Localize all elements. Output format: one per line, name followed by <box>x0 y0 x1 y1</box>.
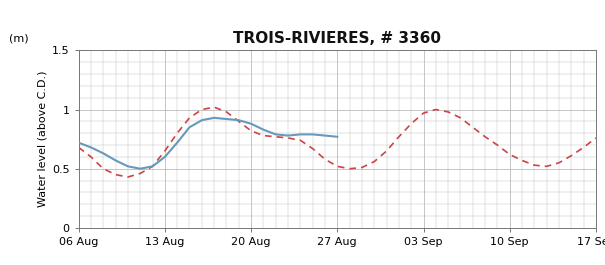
Title: TROIS-RIVIERES, # 3360: TROIS-RIVIERES, # 3360 <box>234 32 441 46</box>
Text: (m): (m) <box>9 33 29 43</box>
Y-axis label: Water level (above C.D.): Water level (above C.D.) <box>38 71 48 207</box>
